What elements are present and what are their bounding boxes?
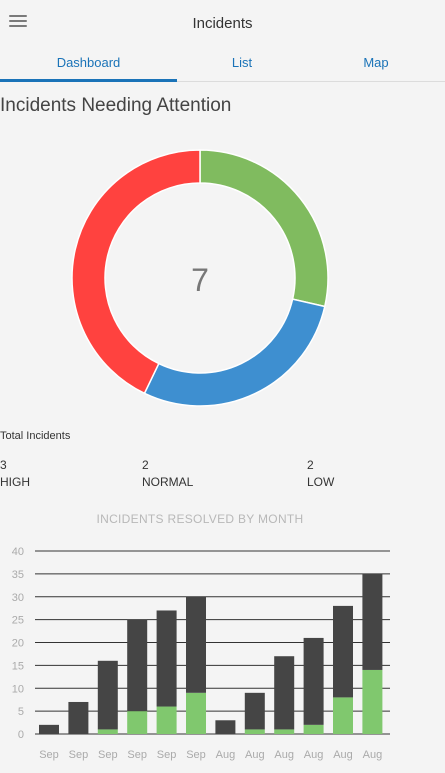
y-tick-label: 30 — [12, 592, 24, 604]
tab-map[interactable]: Map — [363, 55, 389, 70]
x-tick-label: Sep — [127, 749, 147, 761]
y-tick-label: 5 — [18, 706, 24, 718]
bar-segment-dark — [68, 701, 89, 734]
incidents-donut-chart: 7 — [71, 149, 329, 407]
stat-high-count: 3 — [0, 458, 7, 472]
bar-segment-green — [333, 697, 353, 734]
y-tick-label: 15 — [12, 660, 24, 672]
bar-segment-green — [244, 729, 265, 734]
tab-list[interactable]: List — [231, 55, 253, 70]
bar-segment-dark — [127, 619, 148, 712]
bar-segment-dark — [186, 596, 206, 693]
donut-segment-high — [71, 149, 201, 395]
x-tick-label: Aug — [245, 749, 265, 761]
y-tick-label: 10 — [12, 683, 24, 695]
bar-segment-dark — [274, 656, 295, 730]
page-title: Incidents — [192, 15, 253, 32]
bar-segment-dark — [215, 720, 236, 734]
x-tick-label: Aug — [333, 749, 353, 761]
stat-low-count: 2 — [307, 458, 314, 472]
bar-segment-dark — [39, 724, 59, 734]
x-tick-label: Sep — [69, 749, 89, 761]
section-title: Incidents Needing Attention — [0, 95, 232, 116]
y-tick-label: 35 — [12, 569, 24, 581]
donut-center-value: 7 — [191, 262, 209, 298]
x-tick-label: Sep — [39, 749, 59, 761]
x-tick-label: Sep — [186, 749, 206, 761]
bar-segment-green — [156, 706, 177, 734]
bar-segment-dark — [303, 637, 324, 725]
donut-segment-normal — [199, 149, 329, 308]
tab-dashboard[interactable]: Dashboard — [0, 46, 177, 82]
y-tick-label: 40 — [12, 546, 24, 558]
bar-segment-green — [303, 724, 324, 734]
x-tick-label: Aug — [304, 749, 324, 761]
x-tick-label: Aug — [216, 749, 236, 761]
app-header: Incidents — [0, 0, 445, 46]
stat-high: 3 HIGH — [0, 457, 30, 491]
bar-segment-green — [127, 711, 148, 734]
x-tick-label: Sep — [157, 749, 177, 761]
bar-segment-dark — [333, 605, 353, 698]
stat-low-label: LOW — [307, 475, 335, 489]
tab-bar: Dashboard List Map — [0, 46, 445, 82]
donut-segment-low — [143, 298, 326, 407]
bar-segment-dark — [97, 660, 118, 730]
bar-segment-dark — [244, 692, 265, 730]
incidents-resolved-bar-chart: 0 5 10 15 20 25 30 35 40 Sep Sep Sep Sep Sep Sep Aug Aug… — [12, 546, 390, 761]
chart-title: INCIDENTS RESOLVED BY MONTH — [96, 512, 304, 526]
stat-normal-label: NORMAL — [142, 475, 194, 489]
y-tick-label: 20 — [12, 638, 24, 650]
stat-high-label: HIGH — [0, 475, 30, 489]
total-incidents-label: Total Incidents — [0, 430, 71, 442]
stat-normal: 2 NORMAL — [142, 457, 193, 491]
bar-segment-dark — [156, 610, 177, 707]
stat-low: 2 LOW — [307, 457, 334, 491]
y-tick-label: 0 — [18, 729, 24, 741]
bar-segment-green — [362, 669, 383, 734]
x-tick-label: Aug — [363, 749, 383, 761]
hamburger-menu-icon[interactable] — [9, 15, 27, 29]
bar-segment-green — [97, 729, 118, 734]
x-tick-label: Aug — [274, 749, 294, 761]
stat-normal-count: 2 — [142, 458, 149, 472]
y-tick-label: 25 — [12, 615, 24, 627]
bar-segment-dark — [362, 573, 383, 670]
x-tick-label: Sep — [98, 749, 118, 761]
bar-segment-green — [186, 692, 206, 734]
bar-segment-green — [274, 729, 295, 734]
